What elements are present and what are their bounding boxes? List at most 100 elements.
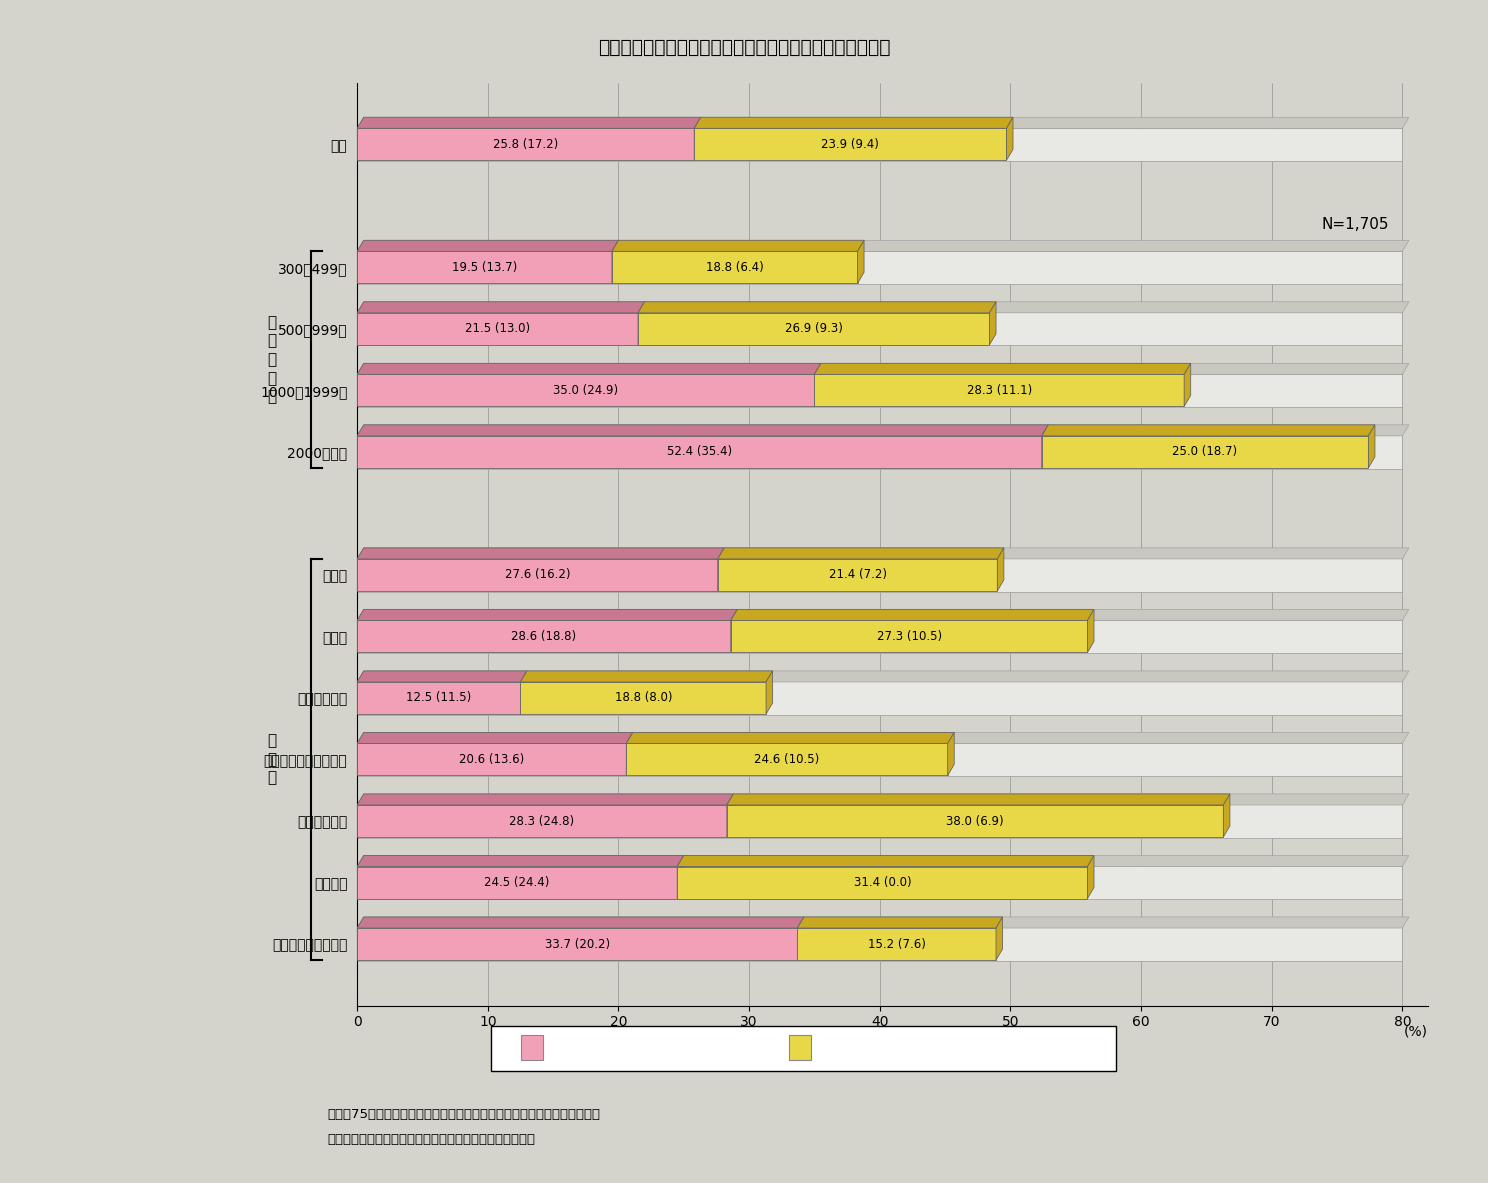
- Bar: [798, 927, 995, 961]
- Polygon shape: [995, 917, 1003, 961]
- Polygon shape: [726, 794, 1231, 804]
- Text: 35.0 (24.9): 35.0 (24.9): [554, 384, 619, 396]
- Text: 産
業
別: 産 業 別: [268, 733, 277, 786]
- Text: 19.5 (13.7): 19.5 (13.7): [452, 261, 518, 273]
- Bar: [357, 927, 798, 961]
- Bar: [357, 681, 521, 715]
- Bar: [357, 558, 717, 592]
- Text: 利用している: 利用している: [551, 1041, 606, 1055]
- Bar: [357, 804, 1402, 838]
- Text: 28.3 (24.8): 28.3 (24.8): [509, 815, 574, 827]
- Polygon shape: [1223, 794, 1231, 838]
- Text: 33.7 (20.2): 33.7 (20.2): [545, 938, 610, 950]
- Polygon shape: [357, 117, 701, 128]
- Polygon shape: [814, 363, 1190, 374]
- Polygon shape: [521, 671, 772, 681]
- Bar: [357, 620, 731, 653]
- Bar: [357, 804, 726, 838]
- Polygon shape: [357, 855, 684, 866]
- Bar: [357, 743, 626, 776]
- Polygon shape: [638, 302, 644, 345]
- Polygon shape: [357, 302, 1409, 312]
- Bar: [357, 251, 612, 284]
- Text: N=1,705: N=1,705: [1321, 216, 1390, 232]
- Polygon shape: [814, 363, 821, 407]
- Bar: [357, 558, 1402, 592]
- Text: 23.9 (9.4): 23.9 (9.4): [821, 138, 879, 150]
- Bar: [357, 866, 1402, 899]
- Text: 21.5 (13.0): 21.5 (13.0): [466, 323, 530, 335]
- Text: 31.4 (0.0): 31.4 (0.0): [854, 877, 911, 888]
- Bar: [677, 866, 1088, 899]
- Polygon shape: [857, 240, 865, 284]
- Bar: [357, 927, 1402, 961]
- Polygon shape: [612, 240, 865, 251]
- Polygon shape: [766, 671, 772, 715]
- Polygon shape: [357, 671, 527, 681]
- Polygon shape: [626, 732, 954, 743]
- Polygon shape: [695, 117, 701, 161]
- Text: 18.8 (8.0): 18.8 (8.0): [615, 692, 673, 704]
- Text: （注）　（　　）内の数字は、前回調査（５年）の結果。: （注） （ ）内の数字は、前回調査（５年）の結果。: [327, 1133, 536, 1146]
- Text: 24.5 (24.4): 24.5 (24.4): [485, 877, 551, 888]
- Bar: [357, 435, 1402, 468]
- Polygon shape: [626, 732, 632, 776]
- Polygon shape: [357, 671, 1409, 681]
- Polygon shape: [357, 425, 1409, 435]
- Polygon shape: [677, 855, 1094, 866]
- Polygon shape: [521, 671, 527, 715]
- Polygon shape: [357, 240, 619, 251]
- Text: 従
業
者
数
別: 従 業 者 数 別: [268, 315, 277, 405]
- Polygon shape: [357, 363, 1409, 374]
- Polygon shape: [357, 609, 1409, 620]
- Text: 20.6 (13.6): 20.6 (13.6): [460, 754, 524, 765]
- Polygon shape: [1042, 425, 1375, 435]
- Polygon shape: [357, 117, 1409, 128]
- Text: 12.5 (11.5): 12.5 (11.5): [406, 692, 472, 704]
- Polygon shape: [357, 240, 1409, 251]
- Polygon shape: [357, 917, 1409, 927]
- Polygon shape: [357, 548, 1409, 558]
- Bar: [357, 374, 814, 407]
- Bar: [612, 251, 857, 284]
- Bar: [521, 681, 766, 715]
- Bar: [731, 620, 1088, 653]
- Bar: [814, 374, 1184, 407]
- Polygon shape: [612, 240, 619, 284]
- Polygon shape: [731, 609, 1094, 620]
- Polygon shape: [357, 548, 725, 558]
- Polygon shape: [798, 917, 804, 961]
- Polygon shape: [357, 302, 644, 312]
- Bar: [726, 804, 1223, 838]
- Bar: [1042, 435, 1369, 468]
- Text: 27.3 (10.5): 27.3 (10.5): [876, 631, 942, 642]
- Bar: [357, 128, 695, 161]
- Bar: [357, 435, 1042, 468]
- Text: 25.0 (18.7): 25.0 (18.7): [1173, 446, 1238, 458]
- Polygon shape: [1088, 855, 1094, 899]
- Polygon shape: [357, 732, 632, 743]
- Polygon shape: [1006, 117, 1013, 161]
- Text: 「平成75年度通信利用動向調査（企業対象調査）」（郵政省）により作成: 「平成75年度通信利用動向調査（企業対象調査）」（郵政省）により作成: [327, 1108, 600, 1121]
- Polygon shape: [1088, 609, 1094, 653]
- Polygon shape: [357, 794, 734, 804]
- Text: 第３－２－２図　電子メールの利用率及び今後の利用予定: 第３－２－２図 電子メールの利用率及び今後の利用予定: [598, 38, 890, 57]
- Text: 28.6 (18.8): 28.6 (18.8): [512, 631, 576, 642]
- Polygon shape: [638, 302, 995, 312]
- Bar: [357, 681, 1402, 715]
- Bar: [357, 128, 1402, 161]
- Bar: [695, 128, 1006, 161]
- Text: 52.4 (35.4): 52.4 (35.4): [667, 446, 732, 458]
- Bar: [638, 312, 990, 345]
- Polygon shape: [1184, 363, 1190, 407]
- Polygon shape: [731, 609, 738, 653]
- Polygon shape: [726, 794, 734, 838]
- Polygon shape: [357, 732, 1409, 743]
- Polygon shape: [357, 917, 804, 927]
- Text: 25.8 (17.2): 25.8 (17.2): [493, 138, 558, 150]
- Bar: [357, 866, 677, 899]
- Polygon shape: [798, 917, 1003, 927]
- Text: 26.9 (9.3): 26.9 (9.3): [784, 323, 842, 335]
- Polygon shape: [677, 855, 684, 899]
- Polygon shape: [717, 548, 1004, 558]
